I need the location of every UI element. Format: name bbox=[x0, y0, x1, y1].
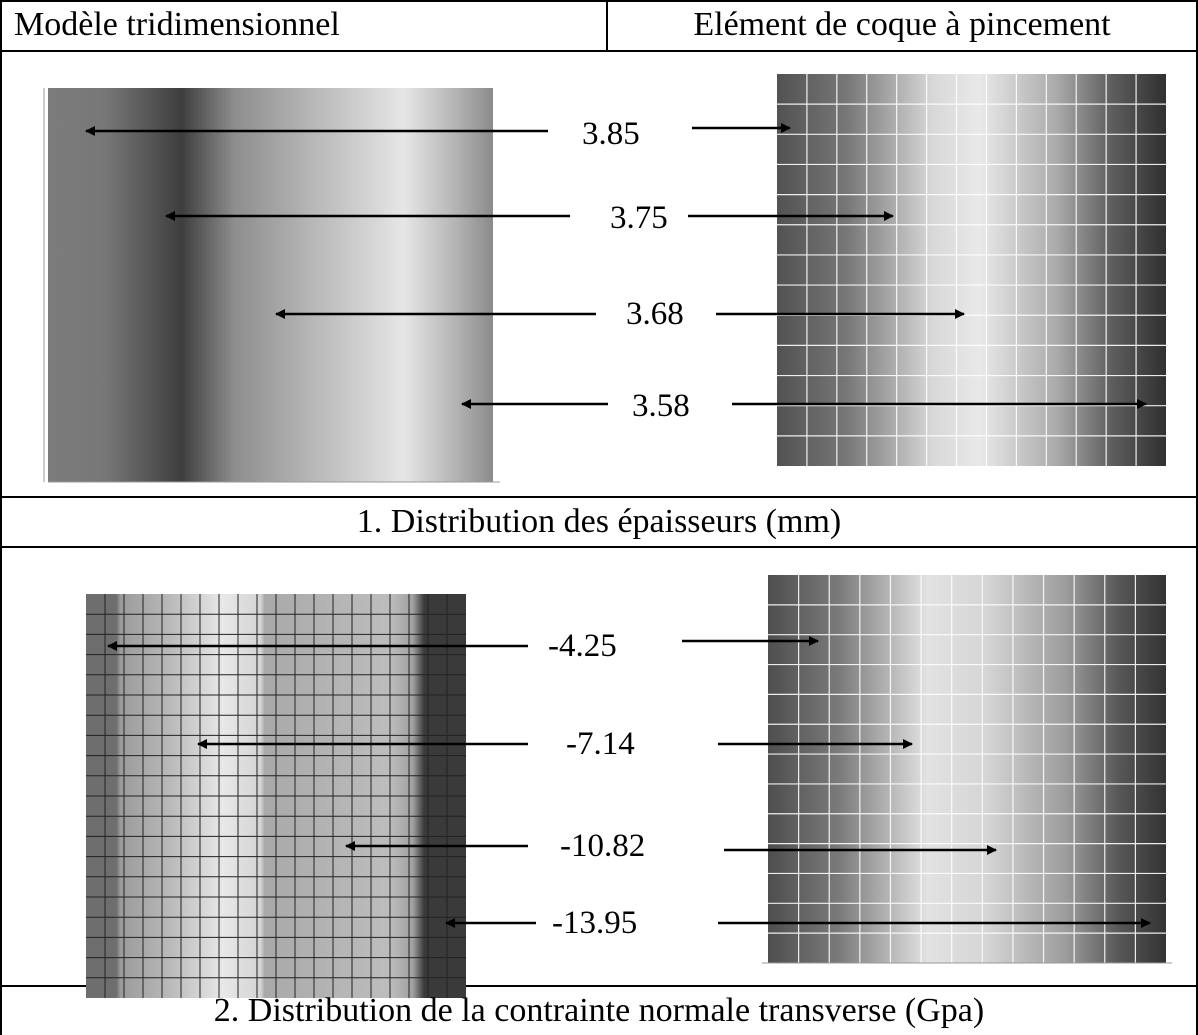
stress-label-4: -13.95 bbox=[552, 905, 638, 941]
thickness-label-4: 3.58 bbox=[632, 388, 690, 424]
stress-label-2: -7.14 bbox=[566, 726, 635, 762]
table-border-top bbox=[0, 0, 1198, 2]
table-border-right bbox=[1196, 0, 1198, 1035]
table-column-divider bbox=[606, 0, 608, 50]
table-border-caption2-top bbox=[0, 985, 1198, 987]
table-border-left bbox=[0, 0, 2, 1035]
caption-thickness-distribution: 1. Distribution des épaisseurs (mm) bbox=[356, 503, 842, 540]
caption-stress-distribution: 2. Distribution de la contrainte normale… bbox=[213, 992, 985, 1029]
column-header-right: Elément de coque à pincement bbox=[693, 6, 1111, 43]
table-border-header bbox=[0, 50, 1198, 52]
thickness-label-2: 3.75 bbox=[610, 200, 668, 236]
column-header-left: Modèle tridimensionnel bbox=[14, 6, 340, 43]
table-border-caption1-top bbox=[0, 496, 1198, 498]
thickness-label-3: 3.68 bbox=[626, 296, 684, 332]
stress-label-3: -10.82 bbox=[560, 828, 646, 864]
stress-label-1: -4.25 bbox=[548, 628, 617, 664]
thickness-label-1: 3.85 bbox=[582, 116, 640, 152]
table-border-caption1-bottom bbox=[0, 546, 1198, 548]
